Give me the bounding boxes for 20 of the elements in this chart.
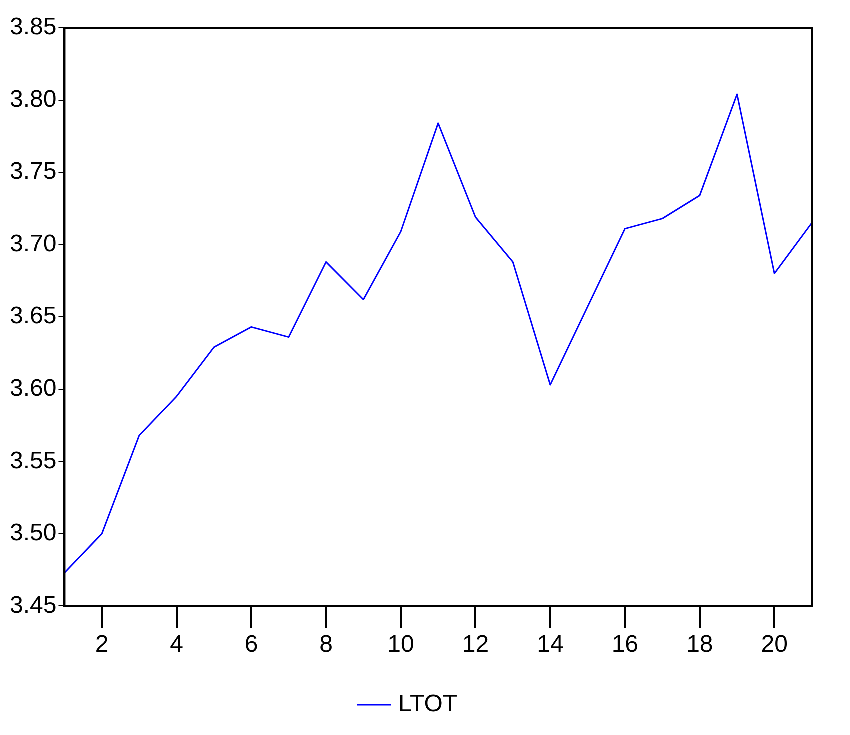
x-tick-label: 6 xyxy=(244,631,258,658)
y-tick-label: 3.65 xyxy=(10,302,57,330)
x-tick-label: 14 xyxy=(537,631,564,658)
y-tick-label: 3.80 xyxy=(10,86,57,113)
x-tick-label: 2 xyxy=(95,631,109,658)
y-tick-label: 3.85 xyxy=(10,14,57,41)
y-tick-label: 3.60 xyxy=(10,375,57,402)
x-tick-label: 10 xyxy=(388,631,414,658)
legend-label: LTOT xyxy=(398,690,458,718)
x-tick-label: 16 xyxy=(612,631,639,658)
x-tick-label: 18 xyxy=(686,631,714,658)
y-tick-label: 3.70 xyxy=(10,230,57,258)
x-tick-label: 8 xyxy=(320,631,333,658)
y-tick-label: 3.50 xyxy=(10,520,57,547)
y-tick-label: 3.75 xyxy=(10,158,57,186)
x-tick-label: 4 xyxy=(170,631,184,658)
x-tick-label: 12 xyxy=(462,631,490,658)
y-tick-label: 3.45 xyxy=(10,592,57,619)
x-tick-label: 20 xyxy=(761,631,788,658)
y-tick-label: 3.55 xyxy=(10,447,57,474)
